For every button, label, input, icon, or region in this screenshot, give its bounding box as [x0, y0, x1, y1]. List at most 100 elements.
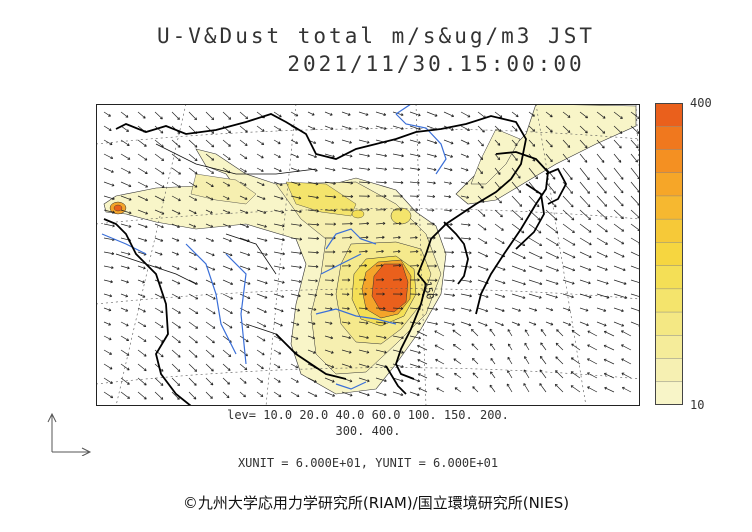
- wind-arrow: [443, 321, 455, 326]
- wind-arrow: [256, 335, 266, 342]
- wind-arrow: [222, 195, 230, 200]
- wind-arrow: [375, 264, 384, 268]
- wind-arrow: [222, 181, 231, 187]
- wind-arrow: [587, 344, 598, 351]
- wind-arrow: [443, 181, 452, 185]
- wind-arrow: [426, 153, 437, 158]
- wind-arrow: [256, 363, 264, 370]
- wind-arrow: [239, 223, 250, 228]
- wind-arrow: [596, 181, 607, 194]
- wind-arrow: [324, 278, 335, 282]
- wind-arrow: [579, 111, 589, 119]
- wind-arrow: [596, 195, 608, 207]
- wind-arrow: [494, 167, 501, 175]
- wind-arrow: [443, 250, 455, 254]
- wind-arrow: [392, 208, 403, 212]
- wind-arrow: [507, 356, 513, 365]
- reference-axes-icon: [47, 412, 92, 456]
- wind-arrow: [137, 111, 146, 119]
- wind-arrow: [171, 139, 181, 148]
- wind-arrow: [290, 391, 300, 398]
- wind-arrow: [507, 370, 513, 379]
- wind-arrow: [375, 249, 384, 254]
- wind-arrow: [205, 321, 216, 329]
- wind-arrow: [545, 209, 558, 221]
- wind-arrow: [392, 377, 404, 383]
- wind-arrow: [188, 223, 197, 228]
- wind-arrow: [375, 181, 387, 185]
- wind-arrow: [341, 125, 352, 130]
- wind-arrow: [239, 139, 248, 146]
- wind-arrow: [436, 387, 445, 393]
- wind-arrow: [460, 293, 472, 298]
- wind-arrow: [205, 195, 214, 201]
- wind-arrow: [426, 208, 435, 212]
- wind-arrow: [460, 307, 472, 312]
- wind-arrow: [562, 251, 576, 259]
- color-scale-max: 400: [690, 96, 712, 110]
- rivers: [101, 104, 447, 390]
- wind-arrow: [443, 111, 455, 118]
- wind-arrow: [205, 237, 214, 242]
- wind-arrow: [137, 265, 146, 270]
- wind-arrow: [471, 328, 479, 337]
- wind-arrow: [545, 167, 556, 180]
- wind-arrow: [540, 342, 547, 351]
- wind-arrow: [103, 391, 114, 399]
- wind-arrow: [494, 139, 501, 146]
- wind-arrow: [171, 111, 180, 120]
- wind-arrow: [120, 195, 132, 201]
- wind-arrow: [417, 358, 428, 365]
- wind-arrow: [613, 125, 623, 134]
- wind-arrow: [137, 279, 145, 284]
- wind-arrow: [596, 125, 606, 134]
- wind-arrow: [443, 167, 453, 172]
- wind-arrow: [579, 237, 592, 246]
- wind-arrow: [443, 139, 454, 145]
- wind-arrow: [506, 383, 513, 393]
- contour-levels-line1: lev= 10.0 20.0 40.0 60.0 100. 150. 200.: [227, 408, 509, 422]
- wind-arrow: [523, 383, 530, 393]
- wind-arrow: [596, 279, 609, 285]
- wind-arrow: [290, 153, 299, 159]
- wind-arrow: [171, 265, 180, 270]
- wind-arrow: [579, 307, 589, 312]
- wind-arrow: [494, 307, 505, 313]
- wind-arrow: [154, 307, 164, 314]
- wind-arrow: [341, 292, 350, 296]
- wind-arrow: [154, 293, 163, 299]
- wind-arrow: [222, 237, 232, 243]
- wind-arrow: [392, 194, 403, 198]
- wind-arrow: [358, 167, 371, 171]
- wind-arrow: [562, 237, 576, 246]
- wind-arrow: [460, 237, 472, 241]
- color-scale-swatch: [655, 195, 683, 220]
- wind-arrow: [409, 278, 420, 282]
- wind-arrow: [562, 153, 571, 163]
- wind-arrow: [222, 377, 230, 385]
- wind-arrow: [511, 195, 523, 207]
- wind-arrow: [472, 372, 479, 379]
- wind-arrow: [511, 279, 526, 286]
- wind-arrow: [273, 377, 281, 383]
- wind-arrow: [341, 307, 350, 311]
- wind-arrow: [409, 391, 420, 397]
- wind-arrow: [358, 335, 369, 340]
- wind-arrow: [392, 278, 403, 282]
- wind-arrow: [375, 221, 386, 226]
- wind-arrow: [630, 279, 640, 284]
- wind-arrow: [239, 251, 251, 257]
- wind-arrow: [341, 222, 353, 226]
- wind-arrow: [392, 306, 404, 311]
- wind-arrow: [103, 195, 115, 201]
- wind-arrow: [409, 167, 421, 171]
- wind-arrow: [621, 386, 632, 393]
- wind-arrow: [154, 195, 165, 202]
- wind-arrow: [604, 386, 615, 393]
- wind-arrow: [562, 209, 575, 221]
- wind-arrow: [409, 125, 421, 131]
- wind-arrow: [273, 223, 285, 228]
- wind-arrow: [528, 321, 537, 326]
- wind-arrow: [358, 249, 368, 254]
- wind-arrow: [171, 279, 181, 285]
